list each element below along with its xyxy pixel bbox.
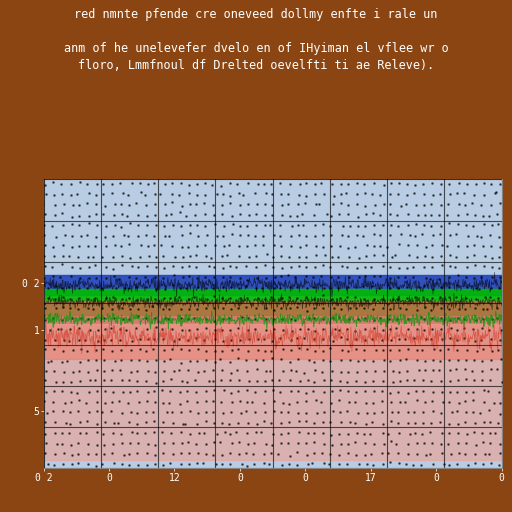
Bar: [44, 289, 502, 315]
Bar: [44, 274, 502, 295]
Bar: [44, 301, 502, 358]
Bar: [44, 324, 502, 460]
Text: red nmnte pfende cre oneveed dollmy enfte i rale un

anm of he unelevefer dvelo : red nmnte pfende cre oneveed dollmy enft…: [63, 8, 449, 72]
